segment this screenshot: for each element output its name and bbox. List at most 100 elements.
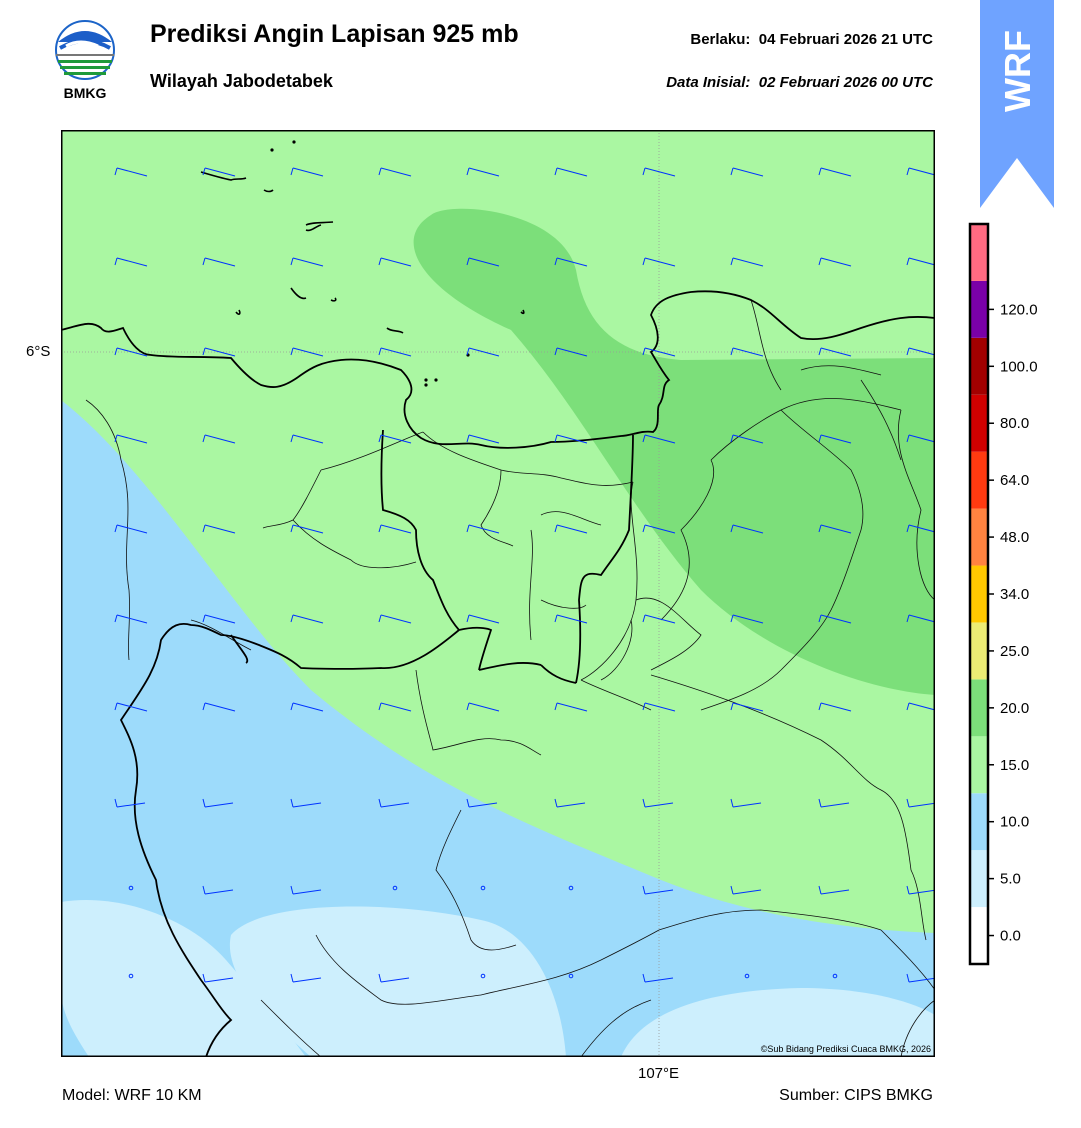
fill-fresh [413, 208, 935, 695]
wind-barb [642, 702, 676, 712]
valid-time: Berlaku: 04 Februari 2026 21 UTC [690, 31, 933, 48]
wind-barb [378, 167, 412, 177]
wind-barb [642, 347, 676, 357]
colorbar-segment [970, 907, 988, 964]
colorbar-segment [970, 565, 988, 623]
wind-barb [290, 434, 324, 444]
colorbar-segment [970, 850, 988, 908]
wind-barb [818, 167, 852, 177]
wind-barb [378, 434, 412, 444]
wind-barb [730, 347, 764, 357]
wind-barb [730, 798, 762, 808]
colorbar-tick-label: 25.0 [1000, 643, 1029, 660]
init-value: 02 Februari 2026 00 UTC [758, 74, 933, 91]
wind-barb [466, 434, 500, 444]
wind-barb [730, 885, 762, 895]
wind-barb [290, 167, 324, 177]
wind-barb [202, 702, 236, 712]
colorbar-segment [970, 793, 988, 851]
colorbar-tick-label: 48.0 [1000, 529, 1029, 546]
colorbar-segment [970, 224, 988, 281]
wind-barb-calm [480, 973, 486, 979]
wind-barb [202, 798, 234, 808]
wind-barb [818, 885, 850, 895]
init-time: Data Inisial: 02 Februari 2026 00 UTC [666, 74, 933, 91]
colorbar-tick-label: 80.0 [1000, 415, 1029, 432]
wind-barb [554, 524, 588, 534]
colorbar-segment [970, 679, 988, 737]
wind-barb [818, 347, 852, 357]
wind-barb [554, 434, 588, 444]
fill-calm [229, 906, 566, 1057]
wind-barb [642, 167, 676, 177]
wind-barb [554, 167, 588, 177]
wind-barb [202, 614, 236, 624]
wind-barb [818, 702, 852, 712]
init-label: Data Inisial: [666, 74, 751, 91]
wind-barb [818, 798, 850, 808]
wind-barb [642, 434, 676, 444]
colorbar-tick-label: 15.0 [1000, 757, 1029, 774]
wind-barb-calm [744, 973, 750, 979]
valid-label: Berlaku: [690, 31, 751, 48]
wind-barb [730, 257, 764, 267]
model-label: WRF [997, 30, 1038, 112]
fill-calm [61, 899, 306, 1057]
colorbar-tick-label: 34.0 [1000, 586, 1029, 603]
wind-barb [466, 167, 500, 177]
wind-barb [378, 973, 410, 983]
colorbar-segment [970, 337, 988, 395]
banten-boundary [119, 622, 460, 1058]
colorbar-tick-label: 5.0 [1000, 871, 1021, 888]
colorbar-tick-label: 20.0 [1000, 700, 1029, 717]
wind-barb [202, 167, 236, 177]
latitude-label: 6°S [26, 343, 51, 360]
wind-barb [466, 702, 500, 712]
wind-barb-calm [128, 885, 134, 891]
wind-barb [114, 702, 148, 712]
wind-barb [202, 973, 234, 983]
bmkg-logo: BMKG [50, 20, 120, 102]
wind-barb [290, 798, 322, 808]
wind-barb [466, 257, 500, 267]
wind-barb [114, 257, 148, 267]
wind-barb [906, 798, 938, 808]
colorbar-tick-label: 0.0 [1000, 928, 1021, 945]
wind-barb [378, 524, 412, 534]
map-subtitle: Wilayah Jabodetabek [150, 71, 333, 91]
wind-barb [554, 798, 586, 808]
wind-barb [290, 347, 324, 357]
wind-barb [466, 524, 500, 534]
wind-barb [378, 798, 410, 808]
wind-barb [642, 257, 676, 267]
wind-barb-calm [128, 973, 134, 979]
wind-barb-calm [480, 885, 486, 891]
wind-barb [114, 434, 148, 444]
wind-barb [642, 614, 676, 624]
wind-barb [730, 614, 764, 624]
fill-light [61, 400, 935, 1057]
wind-barb [114, 167, 148, 177]
model-banner: WRF [980, 0, 1054, 210]
wind-map: ©Sub Bidang Prediksi Cuaca BMKG, 2026 [59, 128, 940, 1059]
wind-barb [466, 347, 500, 357]
colorbar-segment [970, 622, 988, 680]
wind-barb [906, 973, 938, 983]
map-title: Prediksi Angin Lapisan 925 mb [150, 20, 519, 48]
wind-barb [554, 347, 588, 357]
colorbar-segment [970, 394, 988, 452]
wind-barb [202, 257, 236, 267]
valid-value: 04 Februari 2026 21 UTC [758, 31, 933, 48]
wind-barb [202, 434, 236, 444]
footer-model: Model: WRF 10 KM [62, 1087, 202, 1104]
wind-barb [290, 614, 324, 624]
longitude-label: 107°E [638, 1065, 680, 1082]
wind-barb [554, 257, 588, 267]
colorbar-tick-label: 120.0 [1000, 301, 1038, 318]
wind-barb [730, 434, 764, 444]
wind-barb-calm [568, 885, 574, 891]
wind-barb-calm [568, 973, 574, 979]
wind-barb [730, 524, 764, 534]
wind-barb [114, 524, 148, 534]
colorbar-segment [970, 508, 988, 566]
